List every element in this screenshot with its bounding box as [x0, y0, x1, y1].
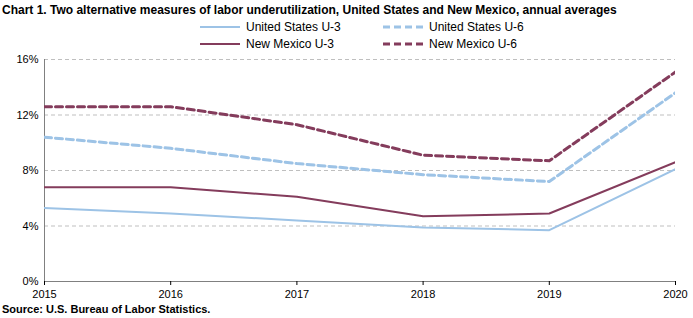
svg-text:8%: 8%	[23, 164, 39, 176]
svg-text:2018: 2018	[411, 288, 435, 300]
html-text:Source: U.S. Bureau of Labor S: Source: U.S. Bureau of Labor Statistics.	[2, 303, 211, 315]
html-text:Chart 1. Two alternative measu: Chart 1. Two alternative measures of lab…	[2, 3, 617, 17]
svg-text:2020: 2020	[663, 288, 687, 300]
svg-text:2017: 2017	[285, 288, 309, 300]
svg-text:12%: 12%	[16, 109, 38, 121]
svg-text:2019: 2019	[537, 288, 561, 300]
svg-text:2015: 2015	[32, 288, 56, 300]
svg-text:0%: 0%	[23, 275, 39, 287]
html-text:United States U-6: United States U-6	[429, 19, 524, 34]
html-text:United States U-3: United States U-3	[246, 19, 341, 34]
svg-text:2016: 2016	[158, 288, 182, 300]
html-text:New Mexico U-3: New Mexico U-3	[246, 36, 334, 51]
svg-text:4%: 4%	[23, 220, 39, 232]
html-text:New Mexico U-6: New Mexico U-6	[429, 36, 517, 51]
svg-text:16%: 16%	[16, 53, 38, 65]
